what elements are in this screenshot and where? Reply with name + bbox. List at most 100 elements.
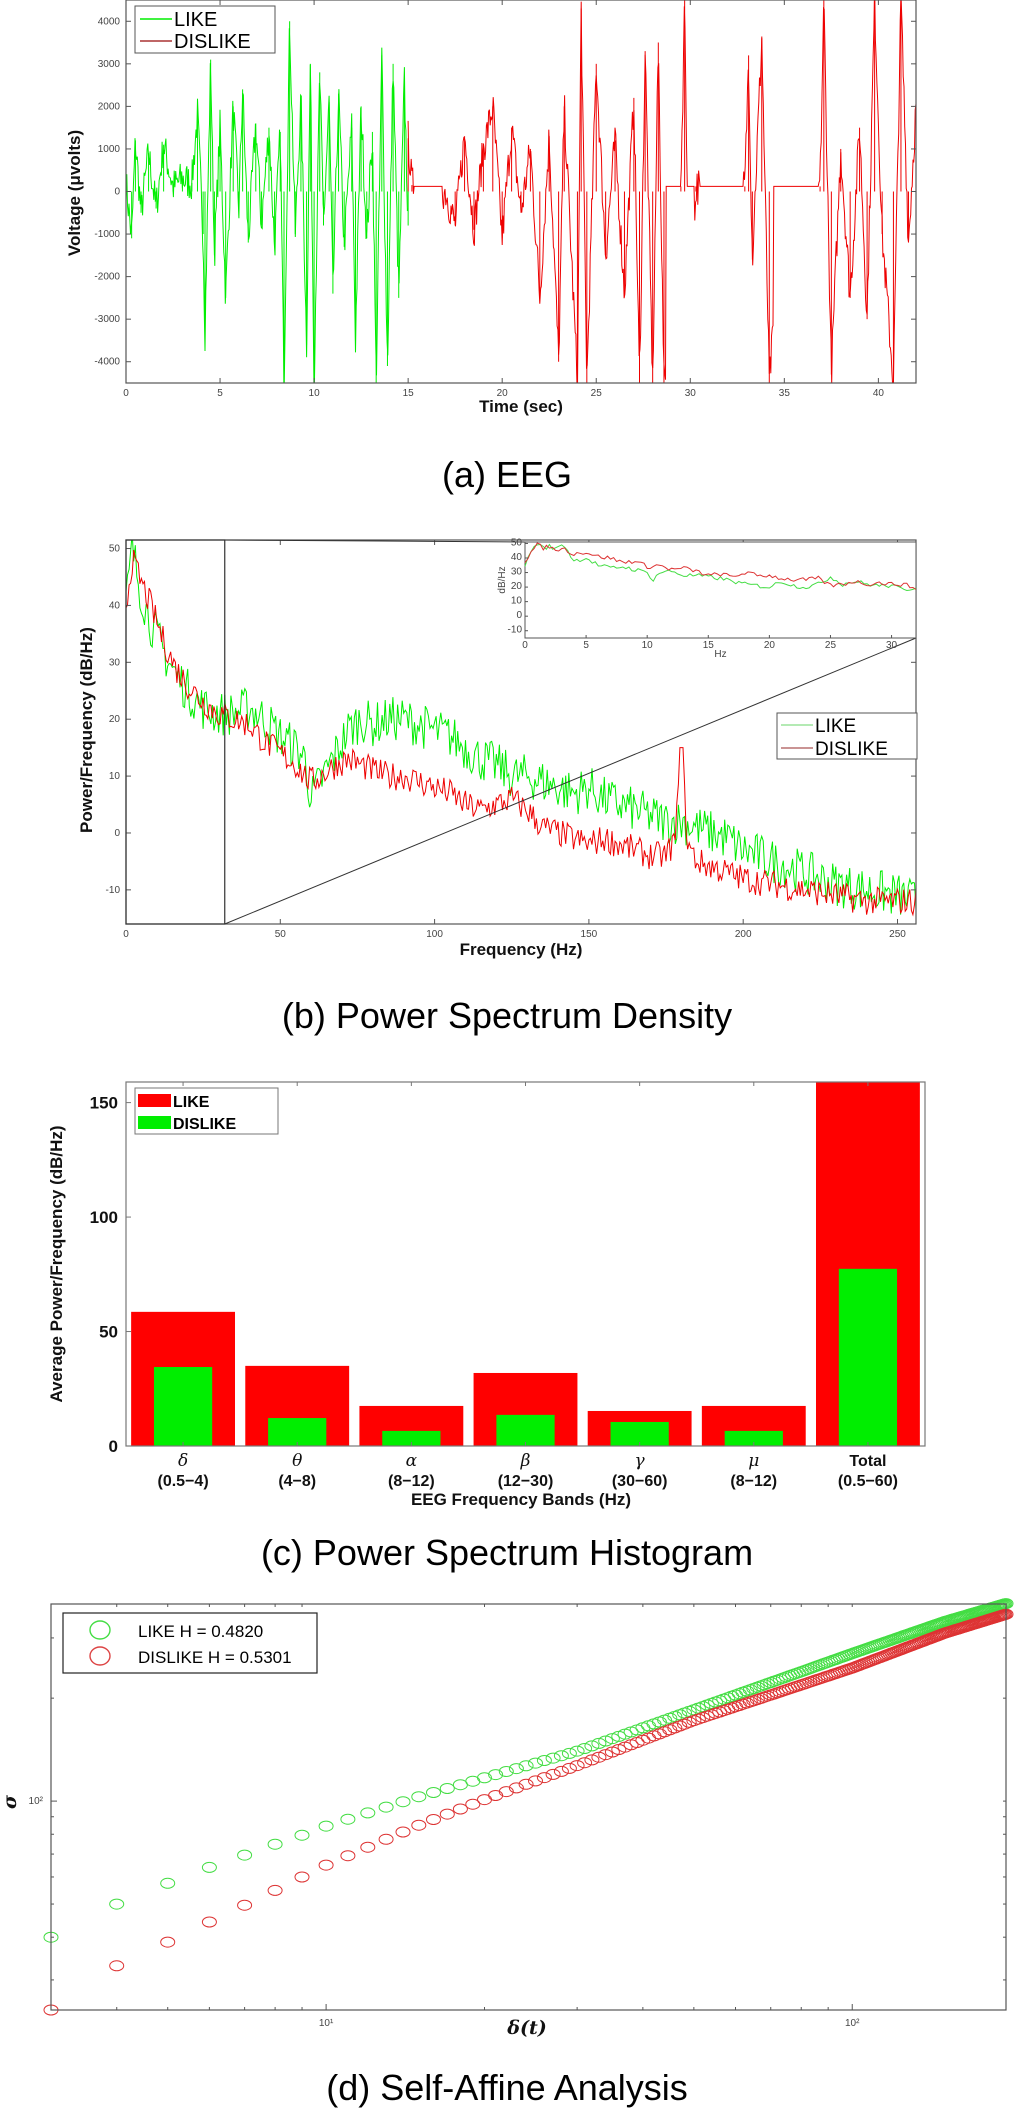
psd-inset-xtick-label: 5 — [583, 640, 589, 651]
self-affine-points — [43, 1598, 1014, 2016]
self-affine-point-like — [395, 1796, 411, 1808]
histogram-category-symbol: α — [406, 1451, 418, 1471]
self-affine-point-dislike — [439, 1808, 455, 1820]
self-affine-point-dislike — [569, 1760, 585, 1772]
self-affine-point-dislike — [340, 1850, 356, 1862]
histogram-legend: LIKE DISLIKE — [134, 1087, 279, 1135]
psd-series-group — [126, 540, 916, 917]
self-affine-y-axis-label: σ — [0, 1794, 21, 1809]
self-affine-point-dislike — [641, 1732, 656, 1744]
self-affine-point-like — [160, 1877, 176, 1889]
eeg-xtick-label: 10 — [309, 388, 321, 399]
histogram-bar-dislike — [724, 1430, 783, 1446]
histogram-ytick-label: 100 — [90, 1208, 118, 1227]
psd-inset-line-dislike — [524, 542, 917, 590]
self-affine-point-like — [746, 1683, 762, 1694]
eeg-ytick-label: -3000 — [94, 314, 120, 325]
psd-inset-xtick-label: 30 — [886, 640, 898, 651]
eeg-y-axis-label: Voltage (μvolts) — [65, 130, 84, 256]
psd-ytick-label: 30 — [109, 657, 121, 668]
psd-xtick-label: 100 — [426, 929, 443, 940]
psd-legend-box — [776, 712, 918, 760]
self-affine-point-like — [267, 1838, 283, 1850]
self-affine-point-dislike — [536, 1772, 552, 1784]
psd-inset-xtick-label: 25 — [825, 640, 837, 651]
eeg-legend-box — [134, 5, 276, 54]
self-affine-point-like — [360, 1807, 376, 1819]
eeg-legend-like-label: LIKE — [174, 9, 217, 31]
psd-inset-ytick-label: 10 — [511, 596, 523, 607]
self-affine-point-like — [508, 1763, 524, 1775]
histogram-bar-dislike — [496, 1414, 555, 1446]
self-affine-point-like — [378, 1801, 394, 1813]
self-affine-point-dislike — [528, 1775, 543, 1787]
self-affine-point-dislike — [646, 1730, 662, 1742]
psd-ytick-label: 0 — [114, 828, 120, 839]
self-affine-point-dislike — [545, 1768, 561, 1780]
self-affine-point-like — [553, 1750, 569, 1762]
eeg-chart: 0 5 10 15 20 25 30 35 40 -4000 -3000 -2000 -1000 0 100… — [65, 0, 917, 495]
eeg-x-axis-label: Time (sec) — [479, 397, 563, 416]
self-affine-point-dislike — [488, 1790, 504, 1801]
psd-xtick-label: 150 — [581, 929, 598, 940]
psd-zoom-rect — [125, 539, 226, 925]
self-affine-point-dislike — [561, 1762, 577, 1774]
histogram-legend-dislike-swatch — [138, 1116, 171, 1129]
self-affine-point-like — [584, 1740, 600, 1752]
histogram-category-range: (8−12) — [730, 1473, 777, 1490]
eeg-ytick-label: 3000 — [98, 59, 121, 70]
psd-inset-ytick-label: 30 — [511, 567, 523, 578]
self-affine-point-like — [528, 1757, 543, 1769]
psd-y-axis-label: Power/Frequency (dB/Hz) — [77, 627, 96, 833]
self-affine-xtick-label: 10² — [845, 2018, 860, 2029]
eeg-xtick-label: 35 — [779, 388, 791, 399]
histogram-bars — [131, 1082, 920, 1446]
self-affine-point-dislike — [237, 1899, 253, 1911]
psd-xtick-label: 50 — [275, 929, 287, 940]
self-affine-point-dislike — [477, 1794, 492, 1806]
self-affine-point-dislike — [411, 1819, 427, 1831]
histogram-category-range: (4−8) — [278, 1473, 316, 1490]
psd-legend-like-label: LIKE — [815, 716, 856, 737]
eeg-xtick-label: 30 — [685, 388, 697, 399]
psd-x-axis-label: Frequency (Hz) — [460, 940, 583, 959]
histogram-bar-dislike — [838, 1268, 898, 1446]
histogram-category-symbol: β — [520, 1451, 531, 1471]
self-affine-point-dislike — [577, 1757, 593, 1769]
eeg-caption: (a) EEG — [442, 454, 572, 495]
histogram-chart: δ (0.5−4) θ (4−8) α (8−12) β (12−30) γ (30−60) μ (8… — [47, 1081, 926, 1573]
self-affine-point-dislike — [318, 1859, 334, 1871]
histogram-category-symbol: δ — [178, 1451, 188, 1471]
psd-inset-frame — [524, 541, 917, 639]
self-affine-point-like — [518, 1760, 534, 1772]
psd-legend-dislike-label: DISLIKE — [815, 739, 888, 760]
self-affine-point-dislike — [591, 1751, 607, 1763]
psd-inset-ytick-label: 20 — [511, 581, 523, 592]
self-affine-point-dislike — [109, 1960, 125, 1972]
histogram-category-symbol: θ — [292, 1451, 302, 1471]
psd-xtick-label: 250 — [889, 929, 906, 940]
self-affine-point-dislike — [360, 1841, 376, 1853]
histogram-category-range: (12−30) — [498, 1473, 554, 1490]
histogram-category-symbol: Total — [849, 1453, 886, 1470]
self-affine-point-like — [561, 1747, 577, 1759]
histogram-ytick-label: 0 — [109, 1437, 118, 1456]
histogram-bar-dislike — [610, 1421, 669, 1446]
histogram-category-symbol: γ — [635, 1451, 646, 1471]
histogram-caption: (c) Power Spectrum Histogram — [261, 1532, 753, 1573]
self-affine-point-like — [439, 1783, 455, 1794]
psd-inset-ytick-label: 50 — [511, 537, 523, 548]
self-affine-point-dislike — [267, 1884, 283, 1896]
psd-ytick-label: -10 — [106, 885, 121, 896]
self-affine-point-dislike — [651, 1728, 667, 1740]
psd-legend: LIKE DISLIKE — [776, 712, 918, 760]
eeg-legend: LIKE DISLIKE — [134, 5, 276, 54]
self-affine-point-dislike — [508, 1782, 524, 1794]
self-affine-point-dislike — [395, 1826, 411, 1838]
psd-caption: (b) Power Spectrum Density — [282, 995, 732, 1036]
eeg-ytick-label: 4000 — [98, 16, 121, 27]
eeg-ytick-label: -4000 — [94, 357, 120, 368]
self-affine-point-dislike — [201, 1916, 217, 1928]
